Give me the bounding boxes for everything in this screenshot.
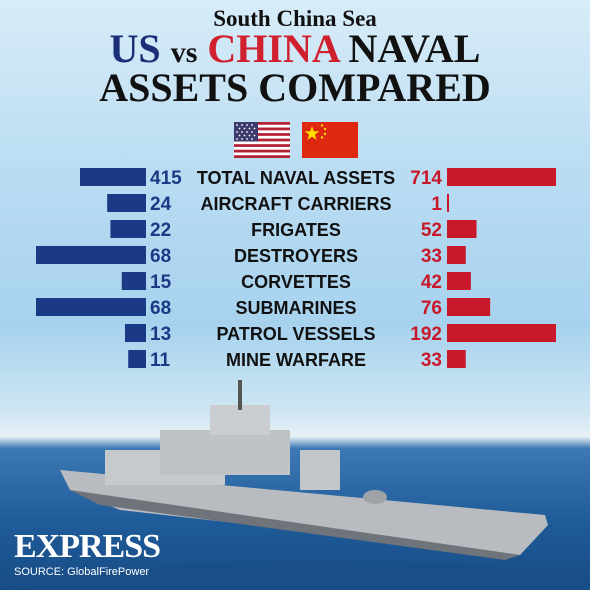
us-bar bbox=[36, 298, 146, 316]
china-bar bbox=[447, 168, 556, 186]
title-line-2: ASSETS COMPARED bbox=[99, 65, 491, 110]
title-us: US bbox=[109, 26, 161, 71]
china-bar bbox=[447, 194, 449, 212]
china-bar bbox=[447, 272, 471, 290]
express-logo: EXPRESS bbox=[14, 528, 161, 565]
category-label: TOTAL NAVAL ASSETS bbox=[197, 168, 395, 188]
title-line-1: US vs CHINA NAVAL bbox=[0, 29, 590, 73]
china-bar bbox=[447, 350, 466, 368]
china-value-label: 33 bbox=[421, 350, 442, 371]
us-bar bbox=[107, 194, 146, 212]
ship-illustration bbox=[0, 380, 590, 590]
china-value-label: 76 bbox=[421, 298, 442, 319]
us-value-label: 415 bbox=[150, 168, 182, 189]
title-naval: NAVAL bbox=[348, 26, 481, 71]
china-value-label: 714 bbox=[410, 168, 442, 189]
category-label: PATROL VESSELS bbox=[216, 324, 375, 344]
category-label: DESTROYERS bbox=[234, 246, 358, 266]
us-bar bbox=[124, 324, 146, 342]
category-label: CORVETTES bbox=[241, 272, 351, 292]
china-bar bbox=[447, 220, 477, 238]
us-value-label: 24 bbox=[150, 194, 172, 215]
us-bar bbox=[128, 350, 146, 368]
us-value-label: 13 bbox=[150, 324, 171, 345]
us-bar bbox=[110, 220, 146, 238]
category-label: AIRCRAFT CARRIERS bbox=[201, 194, 392, 214]
category-label: MINE WARFARE bbox=[226, 350, 366, 370]
china-value-label: 52 bbox=[421, 220, 442, 241]
us-value-label: 15 bbox=[150, 272, 172, 293]
us-bar bbox=[80, 168, 146, 186]
china-bar bbox=[447, 246, 466, 264]
source-note: SOURCE: GlobalFirePower bbox=[14, 566, 150, 578]
china-value-label: 33 bbox=[421, 246, 442, 267]
us-bar bbox=[121, 272, 146, 290]
china-value-label: 1 bbox=[431, 194, 442, 215]
china-bar bbox=[447, 298, 491, 316]
us-value-label: 22 bbox=[150, 220, 171, 241]
title-china: CHINA bbox=[207, 26, 339, 71]
us-value-label: 11 bbox=[150, 350, 171, 371]
us-value-label: 68 bbox=[150, 246, 171, 267]
us-bar bbox=[36, 246, 146, 264]
us-flag-icon bbox=[234, 122, 290, 158]
china-flag-icon bbox=[302, 122, 358, 158]
china-value-label: 192 bbox=[410, 324, 442, 345]
subtitle: South China Sea bbox=[213, 6, 377, 31]
category-label: FRIGATES bbox=[251, 220, 341, 240]
us-value-label: 68 bbox=[150, 298, 171, 319]
china-value-label: 42 bbox=[421, 272, 442, 293]
china-bar bbox=[447, 324, 556, 342]
title-vs: vs bbox=[170, 36, 198, 69]
category-label: SUBMARINES bbox=[235, 298, 356, 318]
